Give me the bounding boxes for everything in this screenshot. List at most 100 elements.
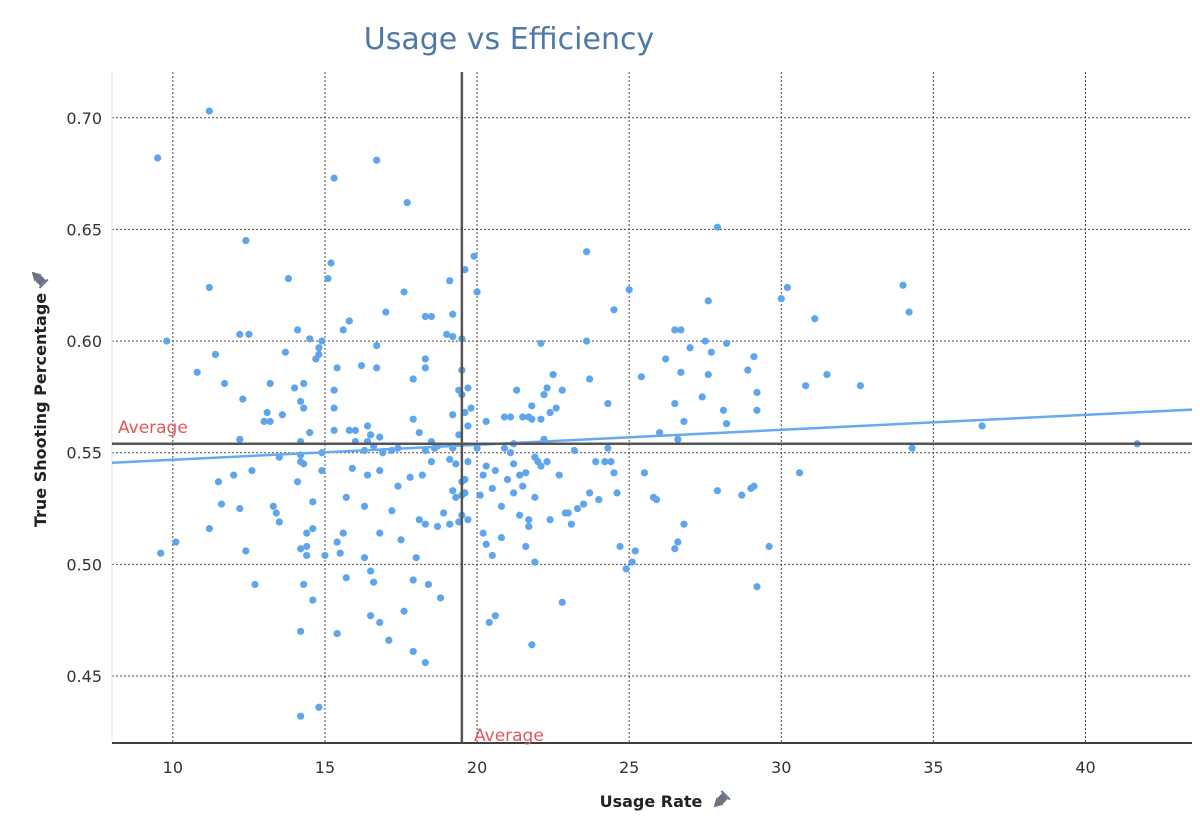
data-point[interactable]	[421, 364, 429, 372]
data-point[interactable]	[470, 252, 478, 260]
data-point[interactable]	[376, 529, 384, 537]
data-point[interactable]	[193, 368, 201, 376]
data-point[interactable]	[360, 554, 369, 562]
data-point[interactable]	[482, 417, 490, 426]
data-point[interactable]	[464, 384, 472, 392]
data-point[interactable]	[662, 355, 670, 363]
data-point[interactable]	[479, 529, 487, 537]
data-point[interactable]	[172, 538, 180, 546]
data-point[interactable]	[336, 549, 344, 557]
data-point[interactable]	[497, 502, 506, 510]
data-point[interactable]	[573, 504, 582, 513]
data-point[interactable]	[269, 502, 277, 510]
data-point[interactable]	[339, 326, 347, 334]
data-point[interactable]	[519, 482, 527, 490]
data-point[interactable]	[856, 382, 864, 390]
data-point[interactable]	[275, 518, 283, 526]
data-point[interactable]	[297, 627, 305, 635]
data-point[interactable]	[400, 607, 408, 615]
data-point[interactable]	[525, 516, 533, 524]
data-point[interactable]	[297, 397, 305, 405]
data-point[interactable]	[330, 404, 338, 412]
data-point[interactable]	[266, 379, 274, 388]
data-point[interactable]	[795, 469, 804, 477]
data-point[interactable]	[625, 286, 633, 294]
data-point[interactable]	[376, 466, 384, 475]
data-point[interactable]	[424, 580, 432, 589]
data-point[interactable]	[382, 308, 390, 316]
data-point[interactable]	[680, 520, 688, 528]
data-point[interactable]	[366, 431, 375, 439]
data-point[interactable]	[631, 547, 639, 555]
data-point[interactable]	[266, 417, 274, 426]
data-point[interactable]	[823, 370, 831, 379]
data-point[interactable]	[531, 493, 539, 501]
data-point[interactable]	[315, 344, 323, 352]
data-point[interactable]	[452, 460, 460, 468]
data-point[interactable]	[537, 415, 545, 423]
data-point[interactable]	[379, 449, 387, 457]
data-point[interactable]	[491, 612, 499, 620]
data-point[interactable]	[528, 415, 536, 423]
data-point[interactable]	[403, 199, 411, 207]
data-point[interactable]	[537, 339, 545, 347]
data-point[interactable]	[370, 578, 378, 586]
data-point[interactable]	[242, 547, 250, 555]
data-point[interactable]	[385, 636, 393, 644]
data-point[interactable]	[552, 404, 560, 412]
data-point[interactable]	[704, 297, 712, 305]
data-point[interactable]	[519, 413, 527, 421]
data-point[interactable]	[205, 283, 213, 292]
data-point[interactable]	[449, 310, 457, 318]
data-point[interactable]	[443, 330, 451, 338]
data-point[interactable]	[604, 444, 612, 452]
data-point[interactable]	[802, 382, 810, 390]
data-point[interactable]	[272, 509, 280, 517]
data-point[interactable]	[582, 248, 591, 256]
data-point[interactable]	[333, 364, 341, 372]
data-point[interactable]	[531, 558, 539, 566]
data-point[interactable]	[248, 466, 256, 475]
data-point[interactable]	[433, 522, 442, 531]
data-point[interactable]	[607, 458, 615, 466]
data-point[interactable]	[427, 458, 436, 466]
data-point[interactable]	[418, 471, 426, 479]
data-point[interactable]	[713, 223, 722, 231]
data-point[interactable]	[351, 426, 359, 434]
data-point[interactable]	[230, 471, 238, 479]
data-point[interactable]	[500, 444, 509, 452]
data-point[interactable]	[509, 460, 518, 468]
data-point[interactable]	[722, 339, 731, 347]
data-point[interactable]	[978, 422, 986, 430]
data-point[interactable]	[409, 415, 417, 423]
data-point[interactable]	[707, 348, 715, 356]
data-point[interactable]	[427, 312, 436, 321]
data-point[interactable]	[528, 641, 536, 649]
data-point[interactable]	[750, 482, 758, 490]
data-point[interactable]	[452, 493, 460, 501]
data-point[interactable]	[309, 525, 317, 533]
data-point[interactable]	[713, 487, 722, 495]
data-point[interactable]	[586, 375, 594, 383]
data-point[interactable]	[567, 520, 575, 528]
data-point[interactable]	[293, 326, 302, 334]
data-point[interactable]	[744, 366, 752, 374]
data-point[interactable]	[360, 502, 369, 510]
data-point[interactable]	[686, 344, 694, 352]
data-point[interactable]	[409, 576, 417, 584]
data-point[interactable]	[214, 478, 223, 486]
data-point[interactable]	[622, 565, 630, 573]
data-point[interactable]	[309, 498, 317, 506]
data-point[interactable]	[318, 337, 326, 345]
data-point[interactable]	[415, 516, 423, 524]
data-point[interactable]	[363, 422, 372, 430]
data-point[interactable]	[409, 375, 417, 383]
data-point[interactable]	[348, 464, 356, 472]
data-point[interactable]	[242, 236, 250, 245]
data-point[interactable]	[491, 466, 499, 475]
data-point[interactable]	[509, 489, 518, 497]
data-point[interactable]	[613, 489, 621, 497]
data-point[interactable]	[315, 350, 323, 359]
data-point[interactable]	[339, 529, 347, 537]
data-point[interactable]	[376, 433, 384, 441]
